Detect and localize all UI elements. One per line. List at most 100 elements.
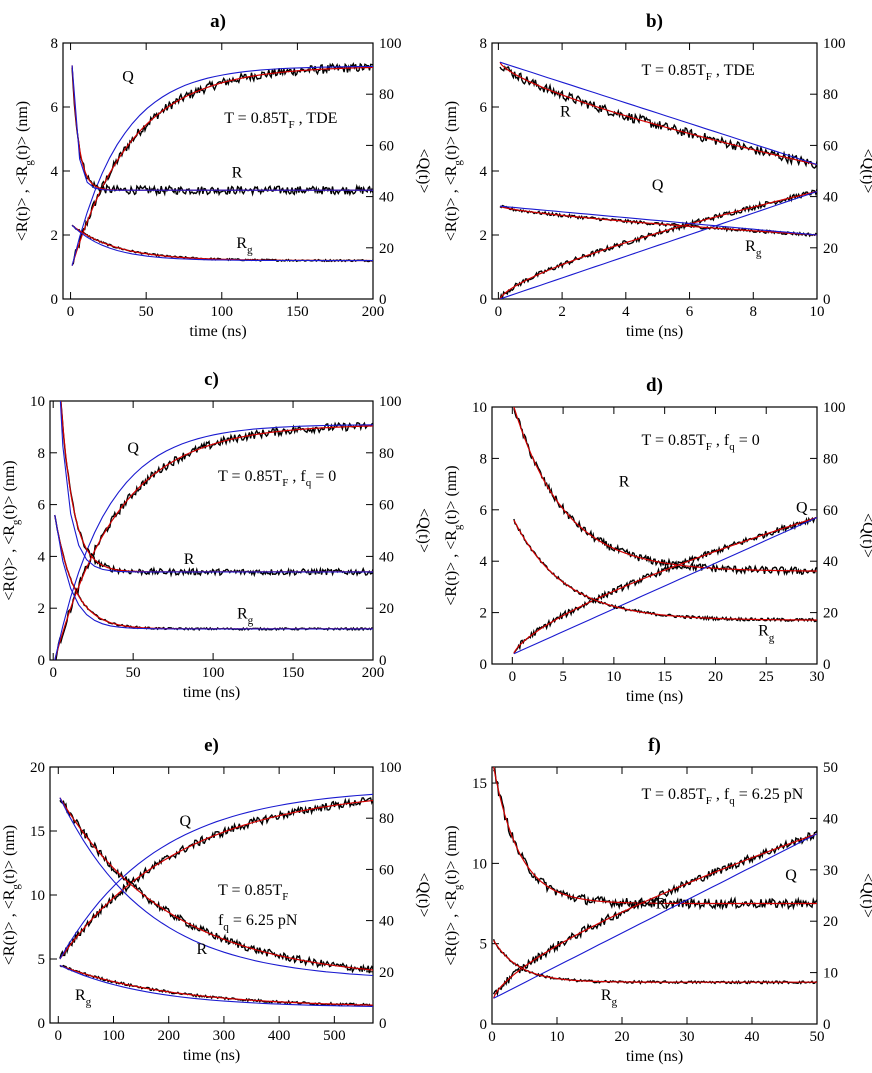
series-Rg-fit-red: [59, 964, 373, 1006]
series-label: Rg: [758, 623, 775, 645]
series-Q-fit-blue: [59, 793, 373, 960]
plot-area: [513, 407, 817, 655]
series-R-data: [59, 799, 373, 974]
y-right-tick-label: 40: [823, 554, 838, 570]
y-right-tick-label: 20: [823, 914, 838, 930]
x-tick-label: 150: [286, 304, 309, 320]
plot-area: [71, 61, 373, 266]
x-tick-label: 25: [759, 669, 774, 685]
y-right-tick-label: 40: [823, 190, 838, 206]
series-R-fit-red: [59, 797, 373, 971]
y-right-tick-label: 10: [823, 966, 838, 982]
y-right-tick-label: 60: [823, 138, 838, 154]
y-left-tick-label: 15: [472, 776, 487, 792]
series-label: Rg: [75, 987, 92, 1009]
series-Q-fit-blue: [513, 516, 817, 655]
x-tick-label: 15: [657, 669, 672, 685]
plot-area: [59, 793, 373, 1007]
x-tick-label: 100: [102, 1028, 125, 1044]
y-left-tick-label: 0: [38, 1016, 46, 1032]
y-right-tick-label: 40: [379, 549, 394, 565]
x-tick-label: 200: [157, 1028, 180, 1044]
y-left-tick-label: 0: [38, 653, 46, 669]
y-right-tick-label: 60: [823, 503, 838, 519]
x-axis-label: time (ns): [183, 684, 240, 701]
y-right-tick-label: 0: [823, 1017, 831, 1033]
series-Q-fit-red: [54, 425, 373, 660]
x-axis-label: time (ns): [626, 323, 683, 340]
y-right-tick-label: 0: [379, 1016, 387, 1032]
series-label: R: [619, 474, 630, 491]
plot-area: [492, 767, 817, 999]
series-R-data: [513, 408, 817, 577]
series-Q-fit-blue: [493, 833, 817, 999]
series-label: R: [656, 895, 667, 912]
y-left-tick-label: 8: [51, 36, 59, 52]
x-tick-label: 0: [488, 1029, 496, 1045]
series-Q-fit-red: [493, 833, 817, 999]
y-right-tick-label: 80: [823, 87, 838, 103]
series-Rg-fit-blue: [59, 964, 373, 1007]
y-left-tick-label: 2: [480, 228, 488, 244]
series-R-fit-blue: [59, 401, 373, 573]
y-left-tick-label: 4: [480, 164, 488, 180]
x-tick-label: 8: [750, 304, 758, 320]
y-left-axis-label: <R(t)> , <Rg(t)> (nm): [1, 460, 22, 600]
series-label: R: [184, 551, 195, 568]
x-tick-label: 40: [745, 1029, 760, 1045]
y-right-tick-label: 40: [823, 811, 838, 827]
y-left-tick-label: 4: [480, 554, 488, 570]
y-right-tick-label: 20: [379, 241, 394, 257]
series-Q-fit-blue: [499, 190, 817, 299]
y-left-tick-label: 4: [38, 549, 46, 565]
y-right-axis-label: <Q(t)>: [859, 513, 872, 558]
y-left-tick-label: 10: [472, 400, 487, 416]
y-right-tick-label: 100: [379, 760, 402, 776]
annotation: T = 0.85TF , fq = 0: [218, 468, 336, 489]
series-label: Q: [127, 440, 139, 457]
x-tick-label: 10: [550, 1029, 565, 1045]
plot-frame: [49, 400, 374, 661]
y-left-tick-label: 8: [38, 446, 46, 462]
x-tick-label: 30: [680, 1029, 695, 1045]
y-left-axis-label: <R(t)> , <Rg(t)> (nm): [1, 825, 22, 965]
x-tick-label: 0: [495, 304, 503, 320]
y-left-tick-label: 6: [38, 498, 46, 514]
y-right-tick-label: 80: [823, 451, 838, 467]
y-left-tick-label: 2: [51, 228, 59, 244]
x-tick-label: 150: [282, 665, 305, 681]
series-R-data: [71, 67, 373, 197]
series-Q-data: [54, 421, 373, 660]
annotation-line2: fq = 6.25 pN: [218, 912, 298, 934]
plot-area: [499, 61, 817, 299]
y-right-tick-label: 60: [379, 862, 394, 878]
y-left-axis-label: <R(t)> , <Rg(t)> (nm): [14, 101, 35, 241]
y-right-tick-label: 20: [379, 601, 394, 617]
x-tick-label: 2: [558, 304, 566, 320]
x-tick-label: 0: [67, 304, 75, 320]
series-Rg-data: [71, 224, 373, 263]
panel-label: a): [210, 11, 226, 32]
series-label: Q: [179, 813, 191, 830]
series-Q-fit-red: [59, 799, 373, 960]
series-label: Q: [652, 177, 664, 194]
series-Rg-fit-red: [71, 224, 373, 262]
series-label: R: [560, 104, 571, 121]
y-right-tick-label: 80: [379, 87, 394, 103]
x-tick-label: 10: [810, 304, 825, 320]
series-Rg-fit-red: [493, 940, 817, 983]
series-R-fit-red: [71, 65, 373, 191]
series-R-fit-red: [493, 767, 817, 905]
series-R-fit-blue: [59, 797, 373, 977]
x-tick-label: 4: [622, 304, 630, 320]
y-right-tick-label: 50: [823, 760, 838, 776]
series-Rg-fit-blue: [499, 205, 817, 236]
y-right-axis-label: <Q(t)>: [415, 508, 432, 553]
y-left-tick-label: 10: [30, 888, 45, 904]
x-tick-label: 200: [362, 304, 385, 320]
series-Rg-fit-blue: [71, 224, 373, 262]
y-left-tick-label: 20: [30, 760, 45, 776]
